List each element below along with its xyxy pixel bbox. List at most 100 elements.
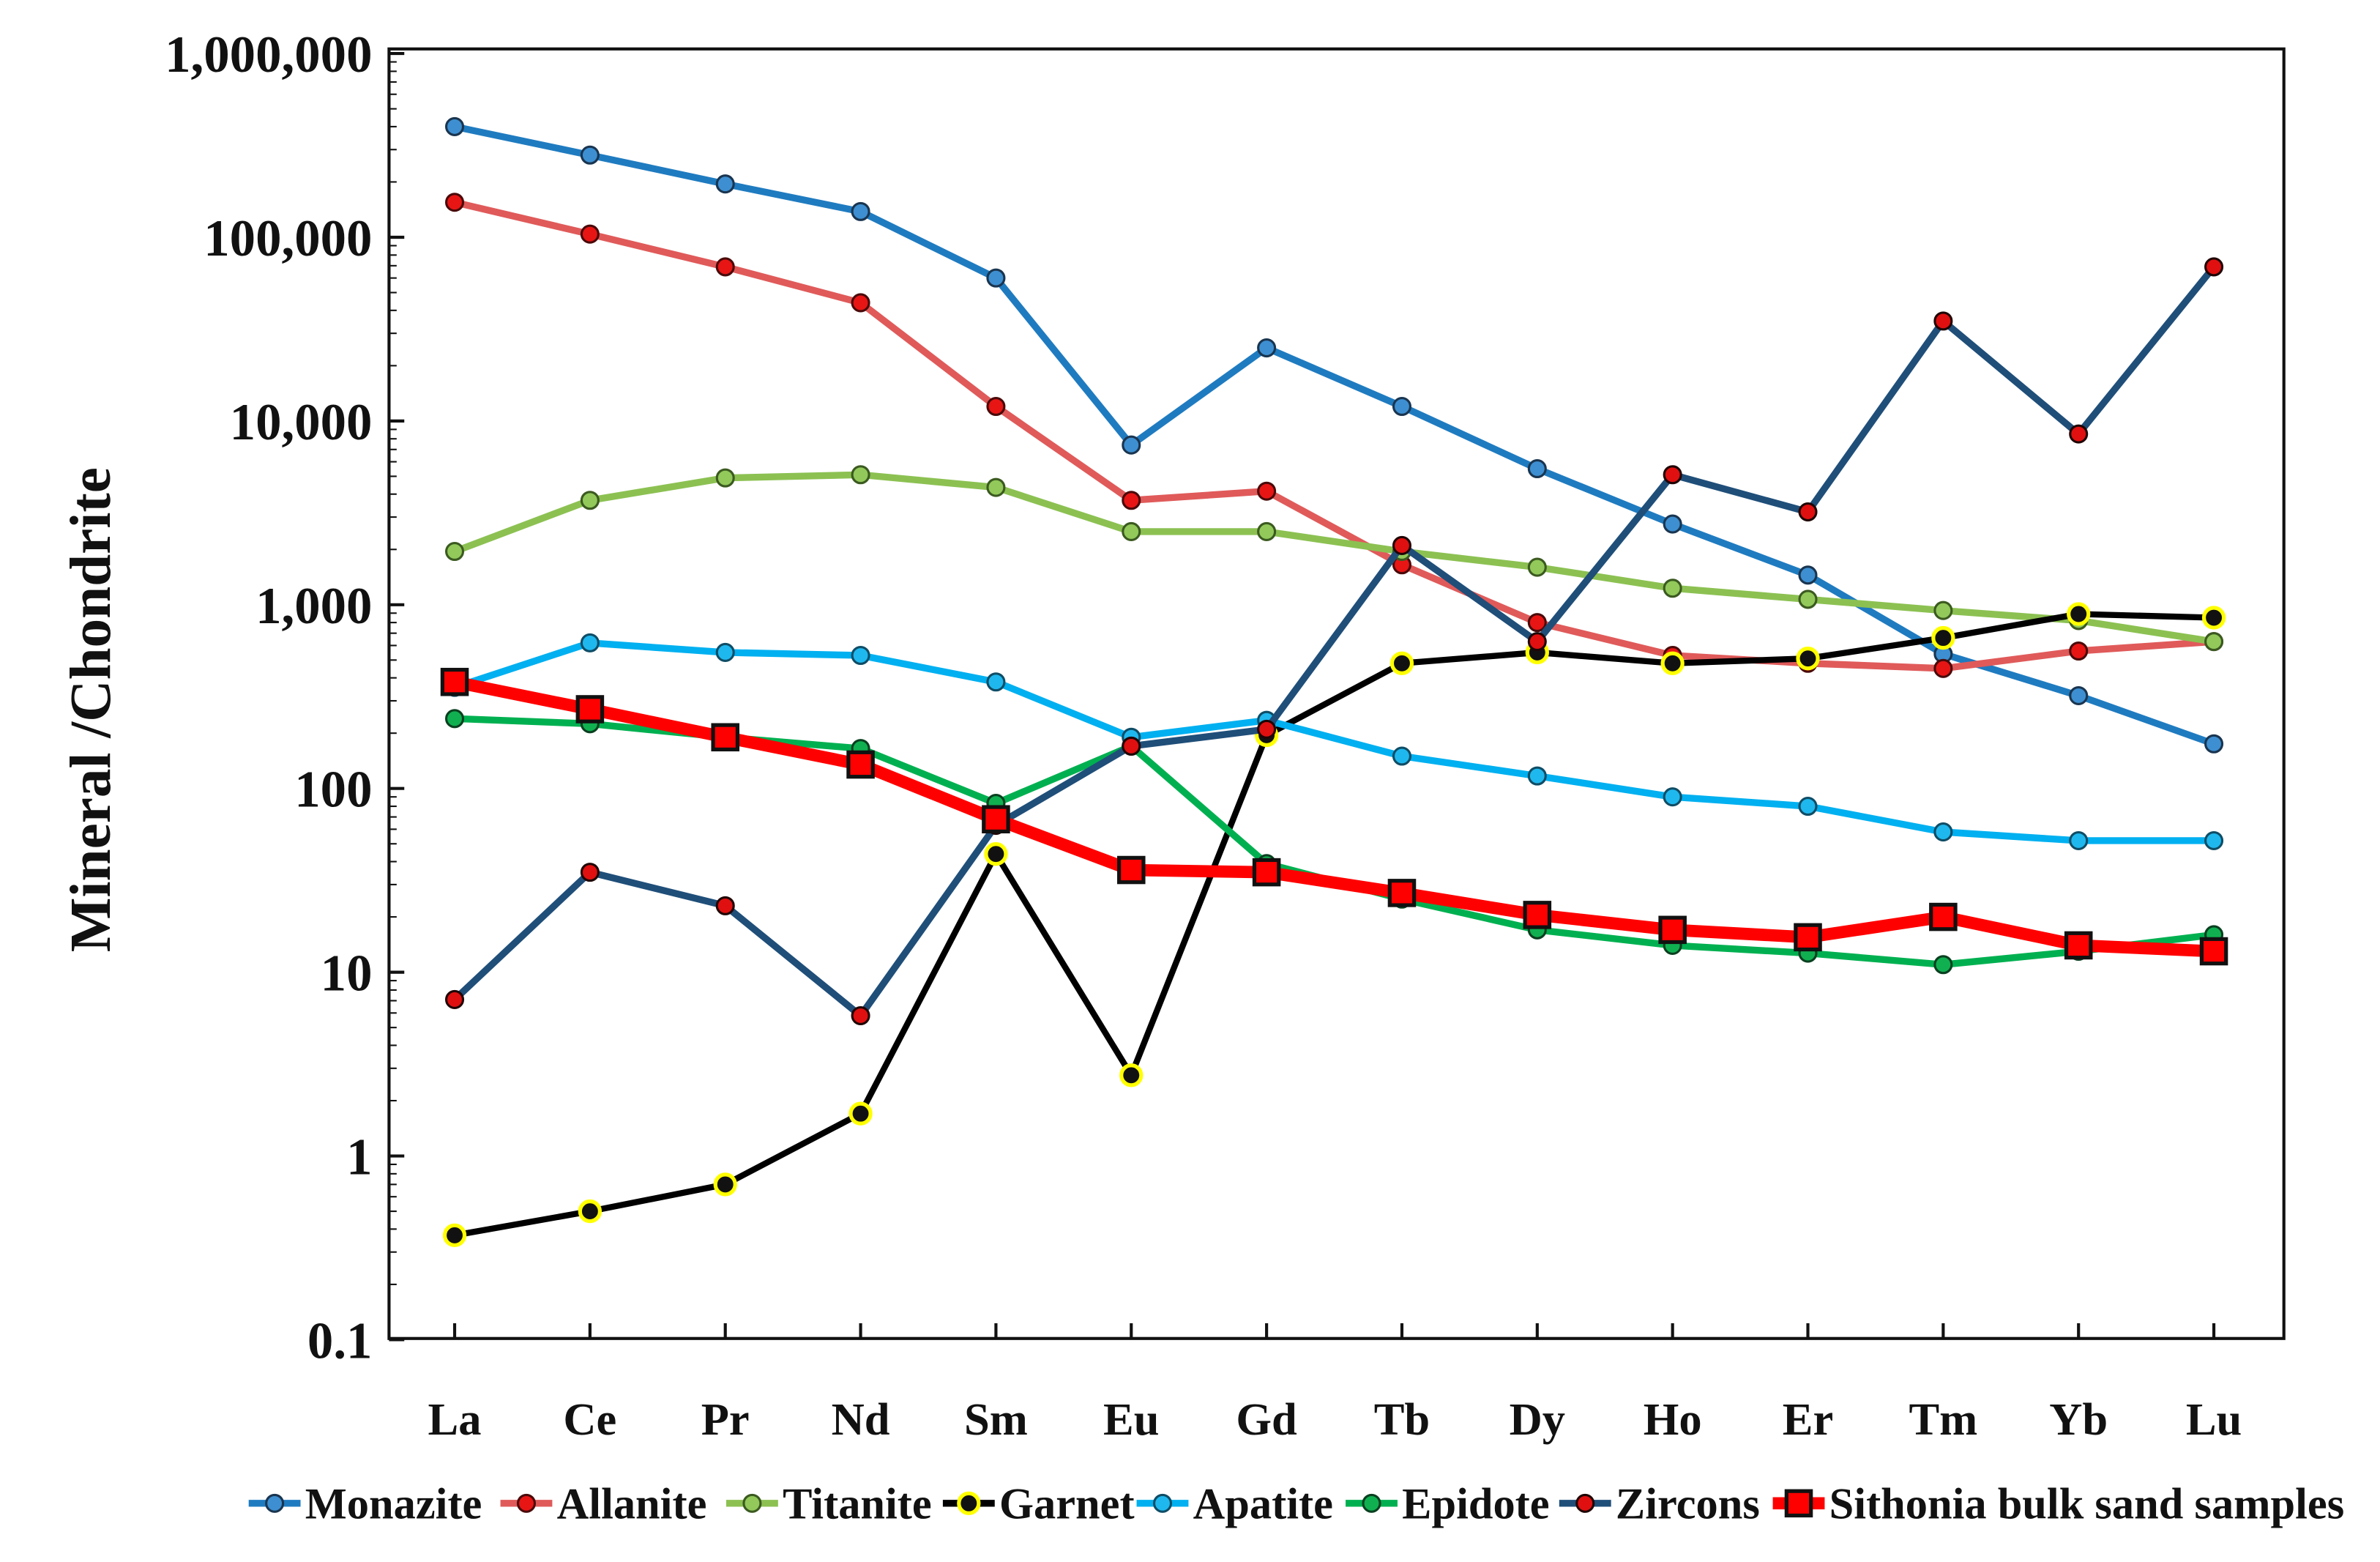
data-point-garnet (1119, 1063, 1144, 1087)
data-point-allanite (580, 224, 600, 244)
series-line-sithonia-bulk-sand-samples (453, 676, 2215, 958)
legend-label: Garnet (999, 1480, 1135, 1529)
legend-label: Sithonia bulk sand samples (1829, 1480, 2345, 1529)
data-point-zircons (2204, 257, 2224, 277)
data-point-allanite (1933, 658, 1953, 678)
data-point-monazite (1663, 514, 1682, 534)
data-point-sithonia-bulk-sand-samples (2199, 937, 2228, 966)
series-line-apatite (453, 639, 2215, 844)
x-tick-label: Pr (701, 1394, 750, 1445)
y-tick-label: 10 (321, 945, 373, 1003)
legend-item-apatite: Apatite (1136, 1480, 1333, 1529)
legend-swatch-marker (957, 1491, 981, 1515)
data-point-titanite (715, 468, 735, 488)
data-point-zircons (1392, 535, 1411, 555)
data-point-garnet (442, 1223, 467, 1248)
y-tick-label: 1,000,000 (165, 26, 372, 83)
data-point-sithonia-bulk-sand-samples (711, 723, 739, 752)
series-line-allanite (453, 198, 2215, 672)
data-point-allanite (851, 293, 870, 313)
data-point-allanite (1122, 491, 1141, 510)
data-point-sithonia-bulk-sand-samples (1794, 923, 1822, 952)
legend-item-allanite: Allanite (500, 1480, 707, 1529)
data-point-allanite (1527, 613, 1547, 633)
x-tick-label: Ho (1644, 1394, 1702, 1445)
data-point-allanite (986, 396, 1006, 417)
x-tick-label: Ce (563, 1394, 616, 1445)
x-tick-label: La (428, 1394, 482, 1445)
data-point-sithonia-bulk-sand-samples (440, 667, 469, 696)
data-point-apatite (1798, 797, 1818, 817)
data-point-zircons (1933, 311, 1953, 331)
legend-item-zircons: Zircons (1559, 1480, 1760, 1529)
data-point-zircons (1663, 465, 1682, 485)
data-point-garnet (2067, 602, 2091, 626)
data-point-apatite (715, 642, 735, 662)
y-tick-label: 1,000 (255, 578, 372, 635)
data-point-apatite (2204, 830, 2224, 850)
data-point-zircons (1527, 632, 1547, 652)
series-zircons (444, 257, 2224, 1026)
data-point-zircons (444, 989, 465, 1009)
y-tick-label: 100 (294, 762, 372, 819)
legend-swatch-marker (1152, 1493, 1173, 1513)
data-point-sithonia-bulk-sand-samples (1929, 902, 1958, 931)
data-point-apatite (986, 672, 1006, 692)
x-tick-label: Gd (1236, 1394, 1297, 1445)
data-point-allanite (2069, 641, 2089, 661)
legend-swatch-marker (742, 1493, 762, 1513)
x-tick-label: Eu (1103, 1394, 1159, 1445)
legend-swatch-marker (516, 1493, 536, 1513)
data-point-garnet (1660, 651, 1685, 675)
data-point-garnet (1796, 647, 1820, 671)
data-point-monazite (1527, 459, 1547, 479)
legend-label: Titanite (783, 1480, 932, 1529)
data-point-zircons (1798, 502, 1818, 522)
data-point-garnet (1931, 625, 1955, 650)
x-tick-label: Sm (964, 1394, 1028, 1445)
data-point-sithonia-bulk-sand-samples (982, 805, 1010, 834)
data-point-zircons (851, 1005, 870, 1026)
data-point-sithonia-bulk-sand-samples (1387, 879, 1417, 907)
series-allanite (444, 193, 2224, 678)
data-point-titanite (1933, 600, 1953, 620)
series-garnet (442, 602, 2226, 1248)
data-point-sithonia-bulk-sand-samples (1658, 915, 1687, 945)
data-point-garnet (1389, 651, 1414, 675)
data-point-apatite (1527, 766, 1547, 786)
legend-label: Apatite (1193, 1480, 1333, 1529)
x-tick-label: Tm (1909, 1394, 1977, 1445)
data-point-titanite (1798, 590, 1818, 609)
data-point-garnet (848, 1101, 873, 1126)
plot-area (387, 47, 2286, 1340)
data-point-garnet (713, 1172, 737, 1197)
data-point-zircons (580, 863, 600, 882)
series-titanite (444, 465, 2224, 652)
data-point-apatite (1392, 746, 1411, 766)
data-point-monazite (1257, 338, 1277, 358)
data-point-sithonia-bulk-sand-samples (846, 750, 875, 779)
data-point-titanite (1257, 521, 1277, 541)
data-point-monazite (1122, 435, 1141, 455)
data-point-monazite (715, 174, 735, 194)
x-tick-label: Tb (1374, 1394, 1430, 1445)
legend-label: Epidote (1402, 1480, 1549, 1529)
data-point-monazite (986, 268, 1006, 288)
data-point-sithonia-bulk-sand-samples (1116, 855, 1146, 885)
series-line-garnet (454, 611, 2215, 1238)
legend-item-garnet: Garnet (942, 1480, 1135, 1529)
data-point-apatite (1663, 787, 1682, 807)
y-tick-label: 100,000 (204, 210, 372, 267)
data-point-titanite (580, 491, 600, 510)
data-point-garnet (984, 842, 1008, 866)
legend-label: Monazite (305, 1480, 482, 1529)
legend-label: Allanite (557, 1480, 707, 1529)
data-point-zircons (2069, 424, 2089, 444)
y-tick-label: 1 (346, 1129, 372, 1186)
legend-swatch-marker (1784, 1489, 1813, 1518)
data-point-monazite (2069, 685, 2089, 705)
data-point-titanite (2204, 632, 2224, 652)
data-point-apatite (2069, 830, 2089, 850)
